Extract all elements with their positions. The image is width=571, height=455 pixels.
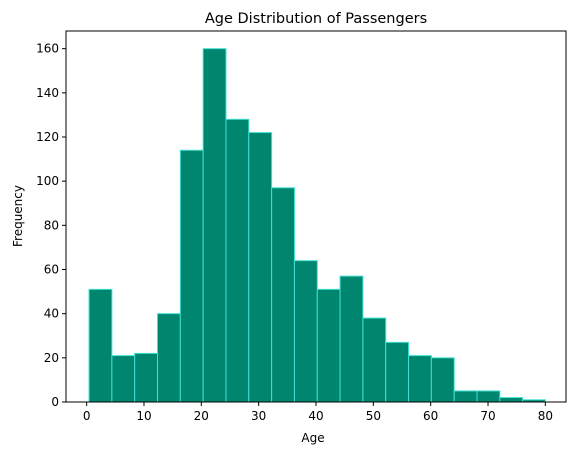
y-tick-label: 0 xyxy=(51,395,59,409)
x-tick-label: 80 xyxy=(538,409,553,423)
histogram-bar xyxy=(88,288,113,403)
x-axis-label: Age xyxy=(301,431,324,445)
y-tick-label: 60 xyxy=(44,263,59,277)
y-tick-label: 160 xyxy=(36,42,59,56)
histogram-bar xyxy=(248,132,273,403)
chart-title: Age Distribution of Passengers xyxy=(205,11,427,27)
bars-group xyxy=(88,48,546,403)
histogram-bar xyxy=(476,390,501,403)
histogram-bar xyxy=(316,288,341,403)
histogram-bar xyxy=(225,118,250,403)
histogram-bar xyxy=(499,397,524,403)
histogram-bar xyxy=(408,355,432,403)
histogram-bar xyxy=(134,352,159,403)
histogram-bar xyxy=(362,317,387,403)
y-axis-ticks: 0 20 40 60 80 100 120 140 160 xyxy=(36,42,66,409)
y-tick-label: 40 xyxy=(44,307,59,321)
histogram-bar xyxy=(430,357,455,403)
histogram-bar xyxy=(453,390,478,403)
x-tick-label: 60 xyxy=(423,409,438,423)
histogram-bar xyxy=(385,341,410,403)
x-axis-ticks: 0 10 20 30 40 50 60 70 80 xyxy=(83,402,553,423)
x-tick-label: 10 xyxy=(136,409,151,423)
histogram-bar xyxy=(111,355,136,403)
histogram-bar xyxy=(293,260,318,403)
y-tick-label: 140 xyxy=(36,86,59,100)
x-tick-label: 70 xyxy=(480,409,495,423)
x-tick-label: 40 xyxy=(308,409,323,423)
x-tick-label: 30 xyxy=(251,409,266,423)
y-tick-label: 100 xyxy=(36,174,59,188)
histogram-bar xyxy=(271,187,295,403)
x-tick-label: 0 xyxy=(83,409,91,423)
plot-frame xyxy=(65,30,567,403)
histogram-bar xyxy=(202,48,227,403)
histogram-bar xyxy=(339,275,364,403)
y-tick-label: 80 xyxy=(44,218,59,232)
y-axis-label: Frequency xyxy=(11,185,25,247)
x-tick-label: 20 xyxy=(194,409,209,423)
histogram-bar xyxy=(157,313,181,403)
x-tick-label: 50 xyxy=(366,409,381,423)
y-tick-label: 20 xyxy=(44,351,59,365)
histogram-bar xyxy=(179,149,204,403)
y-tick-label: 120 xyxy=(36,130,59,144)
